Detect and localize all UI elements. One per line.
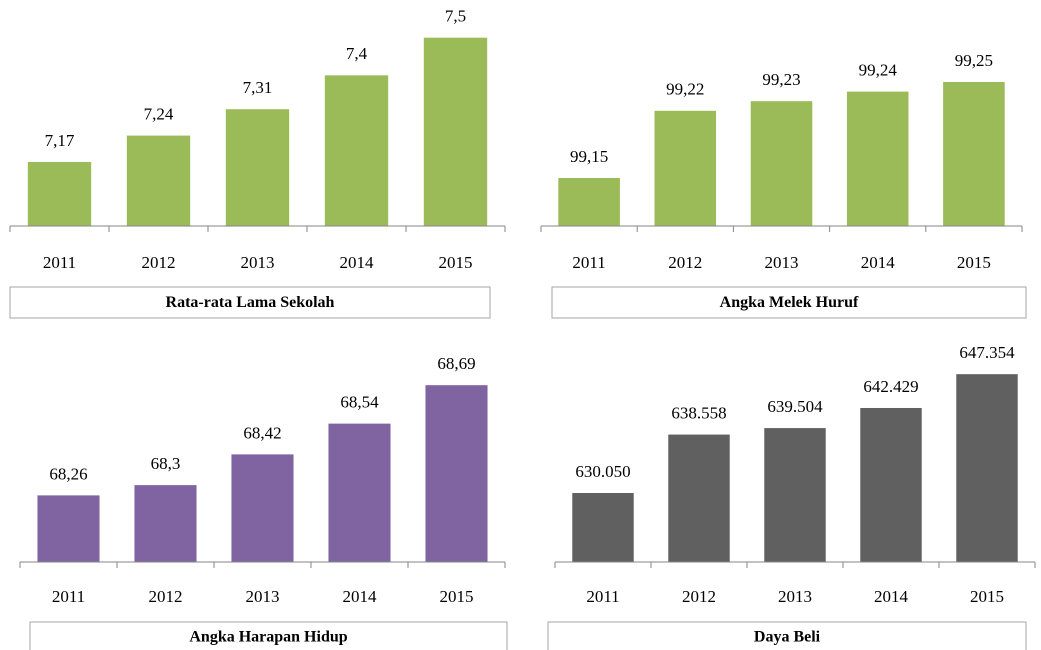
data-label: 99,15 — [570, 147, 608, 166]
bar — [572, 492, 634, 562]
bar — [943, 82, 1005, 226]
data-label: 7,5 — [445, 7, 466, 26]
data-label: 7,17 — [45, 131, 75, 150]
data-label: 638.558 — [671, 403, 726, 422]
data-label: 7,31 — [243, 78, 273, 97]
x-tick-label: 2013 — [765, 253, 799, 272]
x-tick-label: 2013 — [246, 587, 280, 606]
x-tick-label: 2012 — [682, 587, 716, 606]
x-tick-label: 2011 — [586, 587, 619, 606]
x-tick-label: 2015 — [970, 587, 1004, 606]
bar — [27, 161, 92, 226]
bar — [846, 91, 909, 226]
x-tick-label: 2015 — [957, 253, 991, 272]
bar — [764, 428, 826, 562]
x-tick-label: 2013 — [778, 587, 812, 606]
data-label: 68,69 — [437, 354, 475, 373]
bar — [956, 374, 1018, 562]
bar — [134, 485, 197, 562]
data-label: 68,26 — [49, 464, 87, 483]
title-box — [547, 621, 1027, 650]
x-tick-label: 2015 — [439, 253, 473, 272]
x-tick-label: 2014 — [874, 587, 909, 606]
data-label: 630.050 — [575, 462, 630, 481]
x-tick-label: 2014 — [343, 587, 378, 606]
bar — [324, 75, 389, 226]
x-tick-label: 2011 — [52, 587, 85, 606]
data-label: 68,54 — [340, 393, 379, 412]
chart-title: Daya Beli — [754, 629, 821, 646]
title-box — [551, 286, 1027, 319]
x-tick-label: 2012 — [149, 587, 183, 606]
data-label: 68,42 — [243, 423, 281, 442]
bar — [225, 109, 290, 226]
data-label: 639.504 — [767, 397, 823, 416]
bar — [860, 407, 922, 562]
chart-title: Rata-rata Lama Sekolah — [166, 294, 335, 311]
x-tick-label: 2011 — [43, 253, 76, 272]
x-tick-label: 2011 — [572, 253, 605, 272]
data-label: 68,3 — [151, 454, 181, 473]
data-label: 7,4 — [346, 44, 368, 63]
data-label: 99,23 — [762, 70, 800, 89]
chart-title: Angka Melek Huruf — [720, 294, 859, 311]
data-label: 647.354 — [959, 343, 1015, 362]
data-label: 99,22 — [666, 80, 704, 99]
bar — [423, 37, 488, 226]
x-tick-label: 2014 — [861, 253, 896, 272]
data-label: 99,25 — [955, 51, 993, 70]
x-tick-label: 2014 — [340, 253, 375, 272]
data-label: 642.429 — [863, 377, 918, 396]
title-box — [29, 621, 508, 650]
bar — [654, 110, 717, 226]
bar — [668, 434, 730, 562]
x-tick-label: 2012 — [142, 253, 176, 272]
x-tick-label: 2012 — [668, 253, 702, 272]
bar — [231, 454, 294, 562]
bar — [558, 178, 620, 226]
bar — [37, 495, 100, 562]
bar — [126, 135, 191, 226]
chart-title: Angka Harapan Hidup — [189, 629, 347, 646]
data-label: 99,24 — [859, 61, 898, 80]
x-tick-label: 2015 — [440, 587, 474, 606]
title-box — [9, 286, 491, 319]
bar — [750, 101, 813, 226]
bar — [328, 423, 391, 562]
bar — [425, 385, 488, 562]
data-label: 7,24 — [144, 105, 174, 124]
x-tick-label: 2013 — [241, 253, 275, 272]
